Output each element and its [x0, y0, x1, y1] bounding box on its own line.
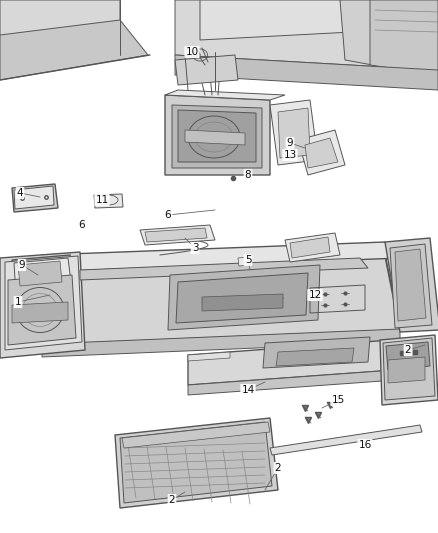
Polygon shape: [270, 425, 422, 455]
Polygon shape: [185, 130, 245, 145]
Polygon shape: [168, 265, 320, 330]
Polygon shape: [290, 237, 330, 258]
Polygon shape: [285, 233, 340, 262]
Text: 10: 10: [185, 47, 198, 57]
Polygon shape: [140, 225, 215, 245]
Polygon shape: [5, 256, 82, 350]
Text: 14: 14: [241, 385, 254, 395]
Text: 5: 5: [245, 255, 251, 265]
Polygon shape: [18, 261, 62, 286]
Polygon shape: [0, 252, 85, 358]
Polygon shape: [122, 422, 270, 448]
Polygon shape: [340, 0, 400, 70]
Polygon shape: [0, 20, 148, 80]
Polygon shape: [298, 130, 345, 175]
Polygon shape: [145, 228, 207, 242]
Polygon shape: [94, 194, 123, 208]
Polygon shape: [42, 242, 400, 272]
Text: 9: 9: [19, 260, 25, 270]
Polygon shape: [188, 368, 424, 395]
Polygon shape: [188, 338, 422, 385]
Polygon shape: [165, 90, 285, 100]
Polygon shape: [12, 302, 68, 323]
Polygon shape: [120, 422, 272, 503]
Polygon shape: [178, 110, 256, 162]
Text: 1: 1: [15, 297, 21, 307]
Polygon shape: [175, 55, 438, 90]
Polygon shape: [388, 357, 425, 383]
Polygon shape: [42, 255, 400, 345]
Text: 3: 3: [192, 243, 198, 253]
Polygon shape: [385, 238, 438, 332]
Polygon shape: [200, 0, 390, 40]
Polygon shape: [175, 0, 438, 70]
Text: 6: 6: [79, 220, 85, 230]
Polygon shape: [175, 55, 238, 85]
Text: 12: 12: [308, 290, 321, 300]
Polygon shape: [12, 184, 58, 212]
Polygon shape: [202, 294, 283, 311]
Text: 16: 16: [358, 440, 371, 450]
Polygon shape: [188, 352, 230, 361]
Polygon shape: [80, 258, 368, 280]
Text: 8: 8: [245, 170, 251, 180]
Polygon shape: [12, 255, 78, 300]
Polygon shape: [165, 95, 270, 175]
Polygon shape: [383, 338, 435, 400]
Polygon shape: [263, 337, 370, 368]
Polygon shape: [0, 0, 120, 55]
Polygon shape: [305, 138, 338, 168]
Polygon shape: [278, 108, 310, 158]
Polygon shape: [14, 258, 72, 295]
Polygon shape: [276, 348, 354, 366]
Polygon shape: [395, 249, 426, 321]
Text: 9: 9: [287, 138, 293, 148]
Polygon shape: [176, 273, 308, 323]
Polygon shape: [14, 186, 54, 209]
Text: 4: 4: [17, 188, 23, 198]
Text: 13: 13: [283, 150, 297, 160]
Text: 11: 11: [95, 195, 109, 205]
Polygon shape: [220, 245, 318, 278]
Polygon shape: [8, 275, 76, 345]
Text: 6: 6: [165, 210, 171, 220]
Polygon shape: [380, 335, 438, 405]
Text: 15: 15: [332, 395, 345, 405]
Polygon shape: [238, 257, 251, 266]
Polygon shape: [270, 100, 318, 165]
Polygon shape: [115, 418, 278, 508]
Polygon shape: [390, 244, 432, 328]
Text: 2: 2: [275, 463, 281, 473]
Text: 2: 2: [169, 495, 175, 505]
Polygon shape: [386, 342, 430, 370]
Polygon shape: [370, 0, 438, 75]
Polygon shape: [42, 329, 400, 357]
Polygon shape: [172, 105, 262, 168]
Text: 2: 2: [405, 345, 411, 355]
